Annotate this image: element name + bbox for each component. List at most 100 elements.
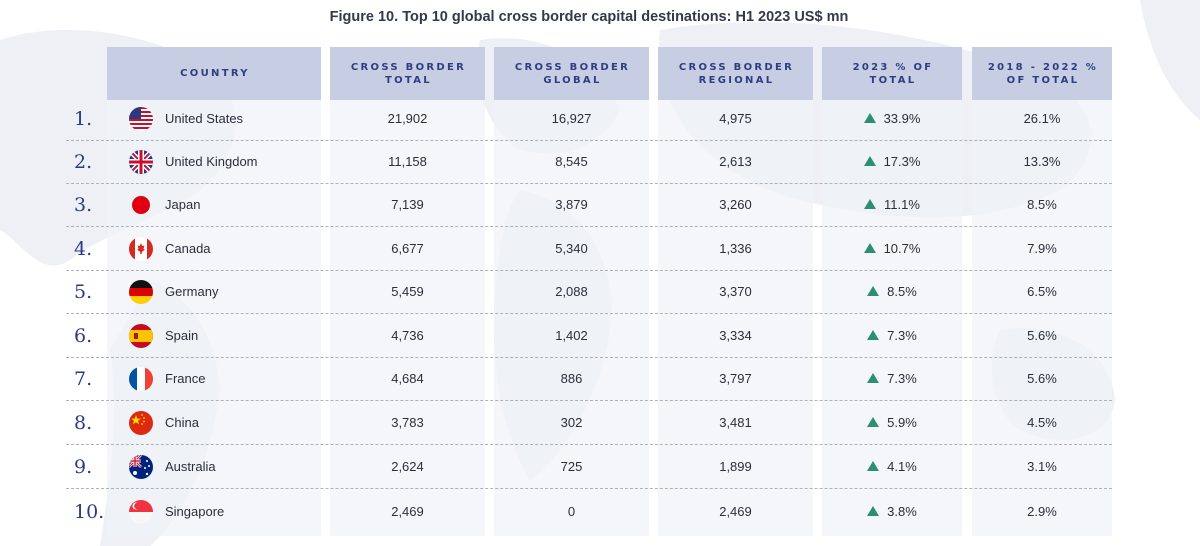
up-triangle-icon bbox=[867, 417, 880, 427]
country-name: China bbox=[165, 415, 199, 430]
header-pct-2023: 2023 % OF TOTAL bbox=[822, 47, 962, 100]
row-divider bbox=[66, 226, 1112, 227]
cell-cross-border-regional: 3,334 bbox=[719, 328, 752, 343]
rank-number: 1. bbox=[74, 108, 93, 130]
table-row: 7. France 4,684 886 3,797 7.3% 5.6% bbox=[66, 357, 1112, 401]
france-flag-icon bbox=[129, 367, 153, 391]
table-row: 2. United Kingdom 11,158 8,545 2,613 17.3% 13.… bbox=[66, 140, 1112, 184]
cell-pct-2018-2022: 5.6% bbox=[1027, 371, 1057, 386]
cell-cross-border-regional: 4,975 bbox=[719, 111, 752, 126]
cell-cross-border-total: 4,736 bbox=[391, 328, 424, 343]
header-country-label: COUNTRY bbox=[180, 68, 250, 79]
cell-value: 33.9% bbox=[883, 111, 921, 126]
cell-cross-border-total: 2,469 bbox=[391, 504, 424, 519]
cell-pct-2023: 33.9% bbox=[822, 97, 962, 141]
column-bg-pct-2018-2022 bbox=[972, 99, 1112, 536]
row-divider bbox=[66, 400, 1112, 401]
up-triangle-icon bbox=[867, 506, 880, 516]
cell-cross-border-regional: 2,613 bbox=[719, 154, 752, 169]
row-divider bbox=[66, 270, 1112, 271]
cell-cross-border-total: 11,158 bbox=[388, 154, 427, 169]
cell-value: 7.3% bbox=[887, 328, 917, 343]
cell-value: 11.1% bbox=[884, 197, 920, 212]
rank-number: 6. bbox=[74, 325, 93, 347]
rank-number: 9. bbox=[74, 456, 93, 478]
row-divider bbox=[66, 444, 1112, 445]
row-divider bbox=[66, 488, 1112, 489]
column-bg-global bbox=[494, 99, 649, 536]
cell-value: 5.9% bbox=[887, 415, 917, 430]
cell-pct-2023: 7.3% bbox=[822, 357, 962, 401]
australia-flag-icon bbox=[129, 455, 153, 479]
germany-flag-icon bbox=[129, 280, 153, 304]
header-line: 2023 % OF bbox=[852, 61, 934, 73]
header-line: OF TOTAL bbox=[1006, 74, 1080, 86]
cell-pct-2023: 10.7% bbox=[822, 227, 962, 271]
cell-value: 4.1% bbox=[887, 459, 917, 474]
country-name: Singapore bbox=[165, 504, 225, 519]
cell-pct-2023: 11.1% bbox=[822, 183, 962, 227]
table-row: 4. Canada 6,677 5,340 1,336 10.7% 7.9% bbox=[66, 227, 1112, 271]
singapore-flag-icon bbox=[129, 500, 153, 524]
figure-title-text: Top 10 global cross border capital desti… bbox=[402, 9, 849, 25]
header-cross-border-total: CROSS BORDER TOTAL bbox=[330, 47, 485, 100]
table-row: 6. Spain 4,736 1,402 3,334 7.3% 5.6% bbox=[66, 314, 1112, 358]
cell-cross-border-regional: 3,797 bbox=[719, 371, 752, 386]
country-name: United Kingdom bbox=[165, 154, 258, 169]
cell-pct-2023: 17.3% bbox=[822, 140, 962, 184]
cell-cross-border-global: 0 bbox=[567, 504, 576, 519]
table-row: 1. United States 21,902 16,927 4,975 33.9% 26.… bbox=[66, 97, 1112, 141]
cell-cross-border-global: 8,545 bbox=[555, 154, 588, 169]
rank-number: 5. bbox=[74, 281, 93, 303]
cell-cross-border-total: 4,684 bbox=[391, 371, 424, 386]
cell-cross-border-total: 7,139 bbox=[391, 197, 424, 212]
cell-pct-2018-2022: 4.5% bbox=[1027, 415, 1057, 430]
cell-cross-border-global: 302 bbox=[560, 415, 583, 430]
table-row: 3. Japan 7,139 3,879 3,260 11.1% 8.5% bbox=[66, 183, 1112, 227]
table-row: 5. Germany 5,459 2,088 3,370 8.5% 6.5% bbox=[66, 270, 1112, 314]
cell-value: 17.3% bbox=[883, 154, 921, 169]
cell-cross-border-total: 5,459 bbox=[391, 284, 424, 299]
row-divider bbox=[66, 140, 1112, 141]
row-divider bbox=[66, 357, 1112, 358]
cell-pct-2018-2022: 2.9% bbox=[1027, 504, 1057, 519]
up-triangle-icon bbox=[864, 199, 877, 209]
cell-pct-2018-2022: 13.3% bbox=[1023, 154, 1061, 169]
header-line: GLOBAL bbox=[543, 74, 602, 86]
up-triangle-icon bbox=[867, 330, 880, 340]
header-line: REGIONAL bbox=[698, 74, 775, 86]
cell-cross-border-global: 3,879 bbox=[555, 197, 588, 212]
spain-flag-icon bbox=[129, 324, 153, 348]
canada-flag-icon bbox=[129, 237, 153, 261]
table-row: 10. Singapore 2,469 0 2,469 3.8% 2.9% bbox=[66, 490, 1112, 534]
country-name: Spain bbox=[165, 328, 199, 343]
column-bg-regional bbox=[658, 99, 813, 536]
cell-cross-border-total: 2,624 bbox=[391, 459, 424, 474]
column-bg-pct-2023 bbox=[822, 99, 962, 536]
cell-cross-border-regional: 1,336 bbox=[719, 241, 752, 256]
cell-cross-border-total: 6,677 bbox=[391, 241, 424, 256]
rank-number: 4. bbox=[74, 238, 93, 260]
header-line: TOTAL bbox=[385, 74, 432, 86]
cell-value: 10.7% bbox=[883, 241, 921, 256]
cell-cross-border-regional: 3,370 bbox=[719, 284, 752, 299]
row-divider bbox=[66, 183, 1112, 184]
table-row: 8. China 3,783 302 3,481 5.9% 4.5% bbox=[66, 401, 1112, 445]
cell-pct-2018-2022: 3.1% bbox=[1027, 459, 1057, 474]
cell-cross-border-regional: 2,469 bbox=[719, 504, 752, 519]
header-line: TOTAL bbox=[869, 74, 917, 86]
header-cross-border-regional: CROSS BORDER REGIONAL bbox=[658, 47, 813, 100]
rank-number: 3. bbox=[74, 194, 93, 216]
figure-label: Figure 10. bbox=[329, 9, 399, 25]
up-triangle-icon bbox=[867, 461, 880, 471]
cell-cross-border-regional: 3,481 bbox=[719, 415, 752, 430]
cell-pct-2018-2022: 6.5% bbox=[1027, 284, 1057, 299]
cell-pct-2018-2022: 5.6% bbox=[1027, 328, 1057, 343]
row-divider bbox=[66, 313, 1112, 314]
japan-flag-icon bbox=[129, 193, 153, 217]
cell-cross-border-global: 725 bbox=[560, 459, 583, 474]
cell-cross-border-global: 16,927 bbox=[551, 111, 592, 126]
cell-pct-2023: 3.8% bbox=[822, 490, 962, 534]
header-pct-2018-2022: 2018 - 2022 % OF TOTAL bbox=[972, 47, 1112, 100]
